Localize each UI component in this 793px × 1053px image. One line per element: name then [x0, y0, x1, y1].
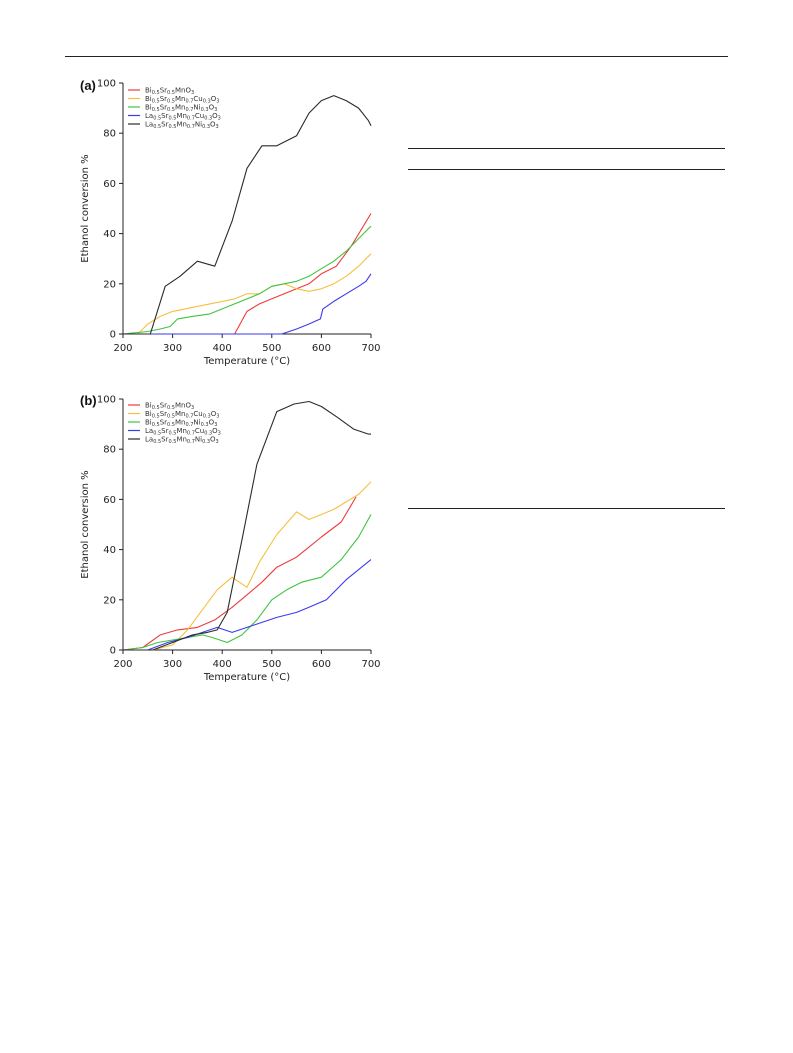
panel-label: (b): [80, 393, 97, 408]
legend-entry: La0.5Sr0.5Mn0.7Ni0.3O3: [145, 436, 219, 446]
series-line: [123, 253, 372, 335]
header-rule: [65, 56, 728, 57]
y-tick-label: 40: [103, 545, 116, 556]
x-tick-label: 500: [262, 659, 281, 670]
legend-entry: Bi0.5Sr0.5Mn0.7Ni0.3O3: [145, 104, 217, 114]
x-tick-label: 700: [361, 343, 380, 354]
y-tick-label: 0: [110, 330, 116, 341]
y-axis-label: Ethanol conversion %: [80, 154, 91, 262]
y-tick-label: 80: [103, 129, 116, 140]
y-tick-label: 60: [103, 179, 116, 190]
legend-entry: Bi0.5Sr0.5Mn0.7Cu0.3O3: [145, 95, 219, 105]
legend-entry: La0.5Sr0.5Mn0.7Cu0.3O3: [145, 427, 221, 437]
x-tick-label: 300: [163, 343, 182, 354]
x-tick-label: 200: [113, 659, 132, 670]
x-tick-label: 500: [262, 343, 281, 354]
series-line: [123, 273, 372, 335]
legend-entry: Bi0.5Sr0.5Mn0.7Cu0.3O3: [145, 410, 219, 420]
series-line: [123, 95, 372, 335]
x-tick-label: 600: [312, 659, 331, 670]
x-tick-label: 600: [312, 343, 331, 354]
y-tick-label: 80: [103, 445, 116, 456]
y-tick-label: 20: [103, 595, 116, 606]
legend-entry: La0.5Sr0.5Mn0.7Ni0.3O3: [145, 121, 219, 131]
series-line: [123, 559, 372, 651]
x-axis-label: Temperature (°C): [203, 672, 290, 683]
series-line: [122, 225, 372, 335]
legend-entry: La0.5Sr0.5Mn0.7Cu0.3O3: [145, 112, 221, 122]
x-tick-label: 700: [361, 659, 380, 670]
series-line: [123, 400, 371, 651]
x-tick-label: 400: [213, 343, 232, 354]
x-tick-label: 200: [113, 343, 132, 354]
y-tick-label: 100: [97, 79, 116, 90]
legend-entry: Bi0.5Sr0.5Mn0.7Ni0.3O3: [145, 419, 217, 429]
y-tick-label: 100: [97, 395, 116, 406]
y-tick-label: 20: [103, 279, 116, 290]
y-tick-label: 0: [110, 646, 116, 657]
x-tick-label: 400: [213, 659, 232, 670]
panel-label: (a): [80, 78, 96, 93]
table-header-rule: [408, 169, 725, 170]
legend-entry: Bi0.5Sr0.5MnO3: [145, 87, 194, 97]
y-tick-label: 60: [103, 495, 116, 506]
legend-entry: Bi0.5Sr0.5MnO3: [145, 402, 194, 412]
y-axis-label: Ethanol conversion %: [80, 470, 91, 578]
series-line: [122, 496, 357, 651]
series-line: [123, 481, 372, 651]
table-top-rule: [408, 148, 725, 149]
series-line: [122, 514, 372, 651]
y-tick-label: 40: [103, 229, 116, 240]
x-tick-label: 300: [163, 659, 182, 670]
x-axis-label: Temperature (°C): [203, 356, 290, 367]
table-bottom-rule: [408, 508, 725, 509]
